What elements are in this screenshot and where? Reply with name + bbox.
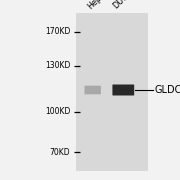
- FancyBboxPatch shape: [112, 85, 134, 95]
- Text: 130KD: 130KD: [45, 61, 70, 70]
- Text: 100KD: 100KD: [45, 107, 70, 116]
- Text: HepG2: HepG2: [86, 0, 112, 11]
- Text: DU145: DU145: [112, 0, 137, 11]
- Text: 70KD: 70KD: [50, 148, 70, 157]
- Text: 170KD: 170KD: [45, 27, 70, 36]
- Bar: [76, 13, 148, 171]
- Text: GLDC: GLDC: [155, 85, 180, 95]
- FancyBboxPatch shape: [85, 86, 101, 94]
